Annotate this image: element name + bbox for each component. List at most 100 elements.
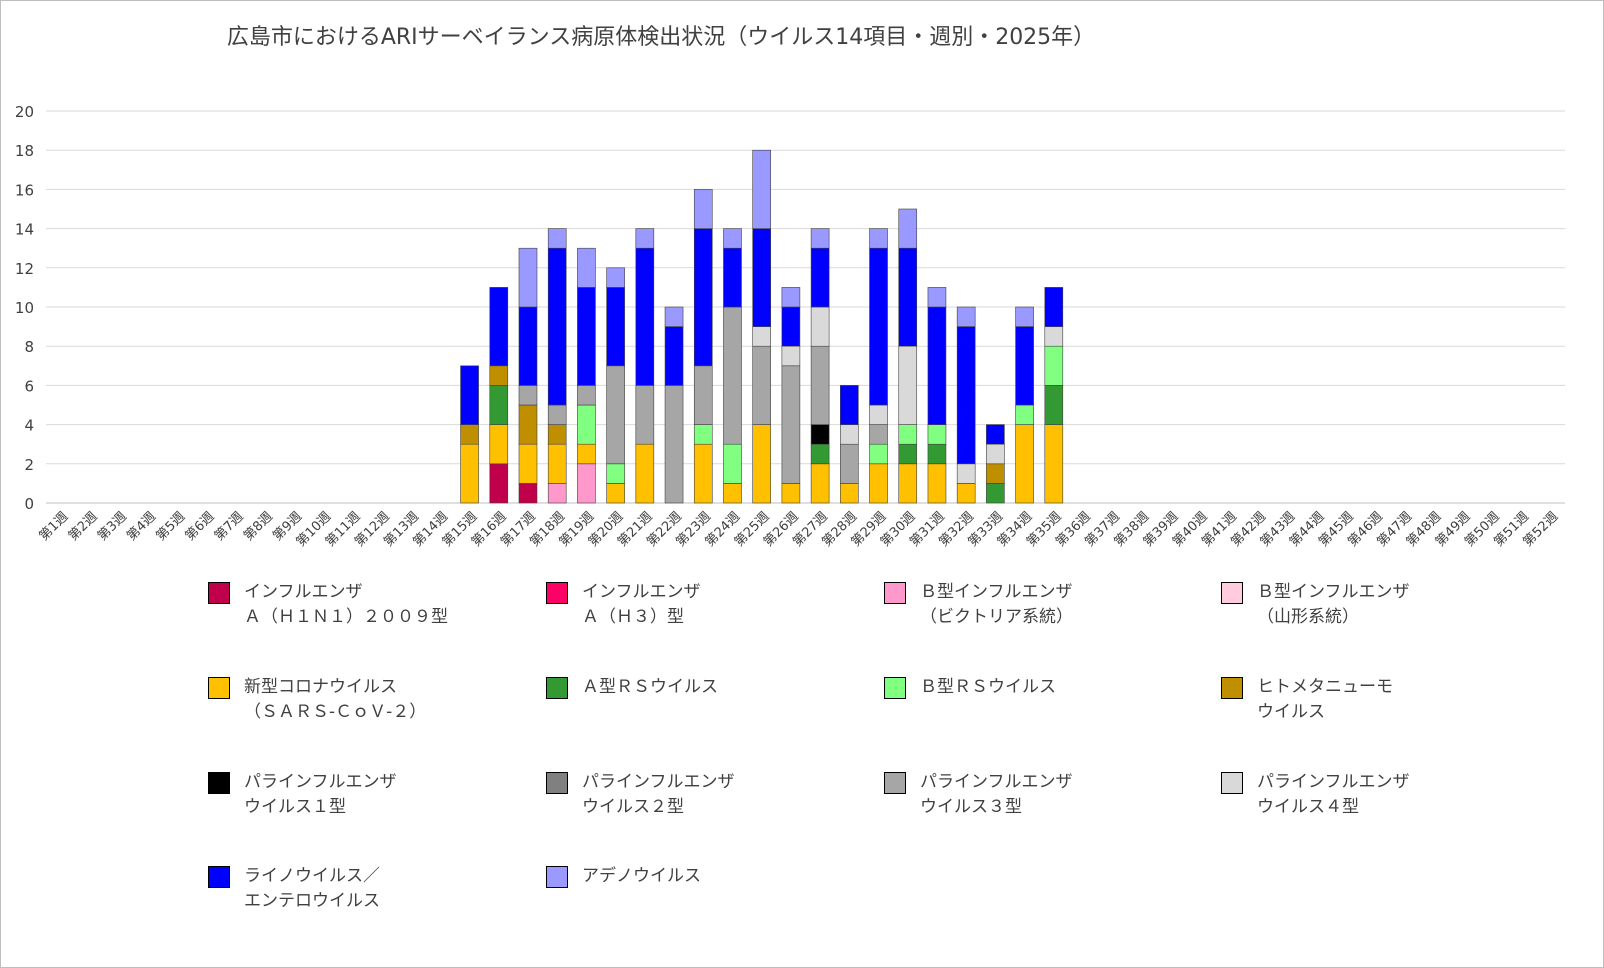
bar-segment (1044, 345, 1064, 386)
bar-segment (489, 463, 509, 504)
legend-item: Ｂ型ＲＳウイルス (884, 675, 1056, 700)
legend-label: パラインフルエンザ ウイルス３型 (920, 772, 1073, 817)
x-tick-label: 第7週 (212, 509, 247, 544)
legend-item: アデノウイルス (546, 864, 701, 889)
chart-title: 広島市におけるARIサーベイランス病原体検出状況（ウイルス14項目・週別・202… (226, 25, 1096, 50)
legend-swatch (208, 582, 230, 604)
legend-item: インフルエンザ Ａ（Ｈ１Ｎ１）２００９型 (208, 580, 448, 630)
bar-segment (956, 306, 976, 327)
bar-segment (577, 443, 596, 465)
y-tick-label: 14 (15, 221, 34, 239)
bar-segment (547, 443, 567, 484)
bar-segment (664, 385, 684, 504)
y-tick-label: 2 (24, 456, 34, 474)
bar-segment (869, 424, 888, 445)
legend-item: パラインフルエンザ ウイルス３型 (884, 770, 1073, 820)
legend-label: パラインフルエンザ ウイルス１型 (244, 772, 397, 817)
legend-label: パラインフルエンザ ウイルス２型 (582, 772, 735, 817)
bar-segment (810, 424, 830, 445)
bar-segment (489, 424, 509, 465)
bar-segment (752, 345, 771, 425)
bar-segment (577, 385, 596, 406)
bar-segment (460, 424, 479, 445)
bar-segment (752, 228, 771, 327)
bar-segment (986, 463, 1005, 484)
bar-segment (693, 189, 713, 229)
legend-swatch (884, 772, 906, 794)
bar-segment (635, 247, 655, 386)
x-tick-label: 第2週 (66, 509, 101, 544)
bar-segment (781, 287, 801, 308)
bar-segment (810, 463, 830, 504)
bar-segment (869, 463, 888, 504)
bar-segment (781, 483, 801, 504)
bar-segment (927, 287, 947, 308)
bar-segment (723, 247, 742, 308)
y-tick-label: 10 (15, 299, 34, 317)
legend-swatch (546, 866, 568, 888)
bar-segment (752, 326, 771, 347)
bar-segment (518, 443, 538, 484)
legend-item: ヒトメタニューモ ウイルス (1221, 675, 1393, 725)
bar-segment (518, 483, 538, 504)
legend-swatch (546, 772, 568, 794)
bar-segment (547, 228, 567, 249)
bar-segment (635, 228, 655, 249)
bar-segment (723, 228, 742, 249)
bar-segment (986, 443, 1005, 465)
legend-swatch (546, 582, 568, 604)
bar-segment (810, 345, 830, 425)
bar-segment (986, 483, 1005, 504)
bar-segment (664, 326, 684, 386)
legend-swatch (1221, 772, 1243, 794)
bar-segment (956, 463, 976, 484)
x-tick-label: 第8週 (241, 509, 276, 544)
bar-segment (489, 287, 509, 367)
bar-segment (606, 287, 625, 367)
bar-segment (489, 365, 509, 386)
bar-segment (956, 326, 976, 465)
y-tick-label: 0 (24, 495, 34, 513)
legend-swatch (884, 677, 906, 699)
legend-label: Ｂ型インフルエンザ （ビクトリア系統） (920, 582, 1073, 627)
bar-segment (693, 443, 713, 504)
bar-segment (927, 443, 947, 465)
bar-segment (664, 306, 684, 327)
bar-segment (1044, 424, 1064, 504)
bar-segment (547, 404, 567, 425)
bar-segment (693, 228, 713, 367)
bar-segment (518, 385, 538, 406)
legend-swatch (208, 866, 230, 888)
bar-segment (723, 483, 742, 504)
legend-label: Ｂ型ＲＳウイルス (920, 677, 1056, 697)
bar-segment (635, 385, 655, 445)
legend-swatch (208, 772, 230, 794)
x-tick-label: 第5週 (153, 509, 188, 544)
bar-segment (752, 424, 771, 504)
bar-segment (577, 463, 596, 504)
bar-segment (606, 463, 625, 484)
bar-segment (869, 228, 888, 249)
bar-segment (869, 443, 888, 465)
bar-segment (1015, 424, 1034, 504)
bar-segment (723, 306, 742, 445)
bar-segment (547, 247, 567, 406)
bar-segment (927, 306, 947, 425)
bar-segment (898, 345, 918, 425)
bar-segment (869, 247, 888, 406)
bar-segment (752, 149, 771, 229)
legend-swatch (1221, 677, 1243, 699)
legend-item: Ｂ型インフルエンザ （ビクトリア系統） (884, 580, 1073, 630)
bar-segment (840, 483, 859, 504)
x-tick-label: 第4週 (124, 509, 159, 544)
bar-segment (781, 345, 801, 367)
legend-item: パラインフルエンザ ウイルス２型 (546, 770, 735, 820)
legend-label: パラインフルエンザ ウイルス４型 (1257, 772, 1410, 817)
bar-segment (460, 443, 479, 504)
bar-segment (1044, 287, 1064, 327)
y-tick-label: 18 (15, 142, 34, 160)
bar-segment (1044, 385, 1064, 425)
y-tick-label: 6 (24, 377, 34, 395)
bar-segment (898, 443, 918, 465)
